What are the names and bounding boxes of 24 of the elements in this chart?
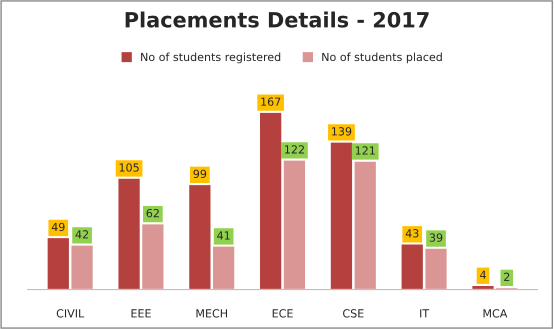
x-tick-label: IT bbox=[420, 309, 430, 318]
data-label: 139 bbox=[332, 127, 352, 136]
x-tick-label: EEE bbox=[132, 309, 151, 318]
data-label: 2 bbox=[504, 272, 510, 281]
data-label: 99 bbox=[193, 170, 206, 178]
data-label: 167 bbox=[261, 97, 280, 106]
x-tick-label: CSE bbox=[343, 309, 364, 318]
data-label: 62 bbox=[146, 208, 159, 218]
data-label: 4 bbox=[480, 270, 486, 279]
data-label: 122 bbox=[285, 145, 304, 154]
data-label: 41 bbox=[217, 231, 230, 240]
data-label: 43 bbox=[406, 229, 418, 238]
legend-label: No of students registered bbox=[141, 52, 280, 64]
data-label: 105 bbox=[120, 163, 139, 172]
x-tick-label: CIVIL bbox=[56, 309, 84, 318]
data-label: 49 bbox=[52, 222, 65, 232]
x-tick-label: MCA bbox=[484, 309, 508, 318]
data-label: 39 bbox=[430, 233, 442, 242]
chart-title: Placements Details - 2017 bbox=[126, 12, 429, 28]
data-label: 42 bbox=[76, 230, 88, 238]
legend-label: No of students placed bbox=[322, 52, 442, 64]
x-tick-label: ECE bbox=[272, 309, 293, 318]
data-label: 121 bbox=[356, 146, 375, 155]
x-tick-label: MECH bbox=[196, 309, 228, 318]
